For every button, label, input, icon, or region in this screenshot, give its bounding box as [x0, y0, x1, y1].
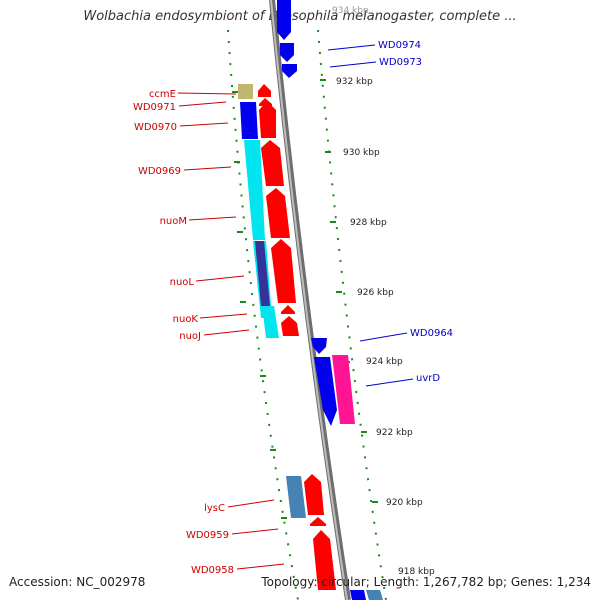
outer-dotted-ring [317, 29, 387, 600]
gene-uvrd-magenta[interactable] [332, 355, 355, 424]
gene-label-nuol[interactable]: nuoL [170, 277, 195, 288]
gene-label-uvrd[interactable]: uvrD [416, 373, 440, 384]
gene-ccme[interactable] [238, 84, 253, 99]
scale-label-920: 920 kbp [386, 498, 423, 508]
gene-label-wd0969[interactable]: WD0969 [138, 166, 181, 177]
gene-red-arrow-10[interactable] [310, 517, 326, 526]
scale-label-918: 918 kbp [398, 567, 435, 577]
gene-label-ccme[interactable]: ccmE [149, 89, 176, 100]
gene-uvrd-blue[interactable] [314, 357, 337, 426]
scale-label-928: 928 kbp [350, 218, 387, 228]
gene-label-wd0970[interactable]: WD0970 [134, 122, 177, 133]
gene-red-arrow-6[interactable] [271, 239, 296, 303]
gene-label-nuok[interactable]: nuoK [173, 314, 199, 325]
gene-label-nuom[interactable]: nuoM [160, 216, 187, 227]
gene-red-arrow-9[interactable] [304, 474, 324, 515]
gene-label-wd0971[interactable]: WD0971 [133, 102, 176, 113]
gene-wd0974-arrow[interactable] [277, 0, 291, 40]
gene-wd0970[interactable] [240, 102, 258, 139]
scale-label-926: 926 kbp [357, 288, 394, 298]
right-leader-lines [327, 44, 414, 387]
gene-label-wd0974[interactable]: WD0974 [378, 40, 421, 51]
inner-ring-ticks [232, 91, 287, 519]
gene-label-wd0964[interactable]: WD0964 [410, 328, 453, 339]
gene-red-arrow-1[interactable] [258, 84, 271, 97]
gene-red-arrow-3[interactable] [259, 101, 276, 138]
accession-text: Accession: NC_002978 [9, 575, 146, 589]
map-title: Wolbachia endosymbiont of Drosophila mel… [83, 9, 517, 24]
gene-bottom-steelblue[interactable] [366, 590, 383, 600]
gene-small-blue-arrow[interactable] [282, 64, 297, 78]
gene-nuol-navy[interactable] [255, 241, 270, 306]
scale-label-930: 930 kbp [343, 148, 380, 158]
gene-label-lysc[interactable]: lysC [204, 503, 225, 514]
gene-red-arrow-8[interactable] [281, 316, 299, 336]
gene-red-arrow-7[interactable] [281, 305, 295, 314]
gene-lysc-steelblue[interactable] [286, 476, 306, 518]
scale-label-932: 932 kbp [336, 77, 373, 87]
gene-red-arrow-5[interactable] [266, 188, 290, 238]
genome-backbone-highlight [270, 0, 348, 600]
scale-label-924: 924 kbp [366, 357, 403, 367]
genome-summary-text: Topology: circular; Length: 1,267,782 bp… [261, 575, 591, 589]
gene-wd0964-arrow[interactable] [311, 338, 327, 354]
gene-red-arrow-4[interactable] [261, 140, 284, 186]
gene-wd0973-arrow[interactable] [280, 43, 294, 62]
gene-wd0958-red[interactable] [313, 530, 336, 590]
gene-label-wd0973[interactable]: WD0973 [379, 57, 422, 68]
scale-label-922: 922 kbp [376, 428, 413, 438]
scale-label-934: 934 kbp [332, 6, 369, 16]
gene-bottom-blue[interactable] [350, 590, 366, 600]
gene-label-wd0958[interactable]: WD0958 [191, 565, 234, 576]
gene-label-wd0959[interactable]: WD0959 [186, 530, 229, 541]
gene-wd0969-cyan[interactable] [244, 140, 265, 240]
gene-nuoj-cyan[interactable] [262, 306, 279, 338]
gene-label-nuoj[interactable]: nuoJ [179, 331, 201, 342]
left-leader-lines [177, 92, 285, 570]
